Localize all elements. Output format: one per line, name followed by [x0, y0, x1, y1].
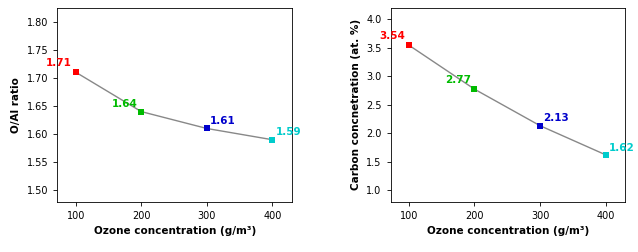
Text: 1.61: 1.61	[210, 116, 236, 126]
Text: 2.13: 2.13	[544, 113, 569, 123]
Text: 3.54: 3.54	[380, 31, 406, 41]
X-axis label: Ozone concentration (g/m³): Ozone concentration (g/m³)	[94, 226, 256, 236]
Text: 2.77: 2.77	[445, 75, 471, 85]
Text: 1.71: 1.71	[46, 58, 72, 68]
Y-axis label: O/Al ratio: O/Al ratio	[11, 77, 21, 133]
Text: 1.59: 1.59	[276, 128, 301, 138]
Y-axis label: Carbon concnetration (at. %): Carbon concnetration (at. %)	[350, 19, 360, 190]
Text: 1.62: 1.62	[609, 143, 635, 152]
X-axis label: Ozone concentration (g/m³): Ozone concentration (g/m³)	[427, 226, 589, 236]
Text: 1.64: 1.64	[112, 99, 137, 109]
